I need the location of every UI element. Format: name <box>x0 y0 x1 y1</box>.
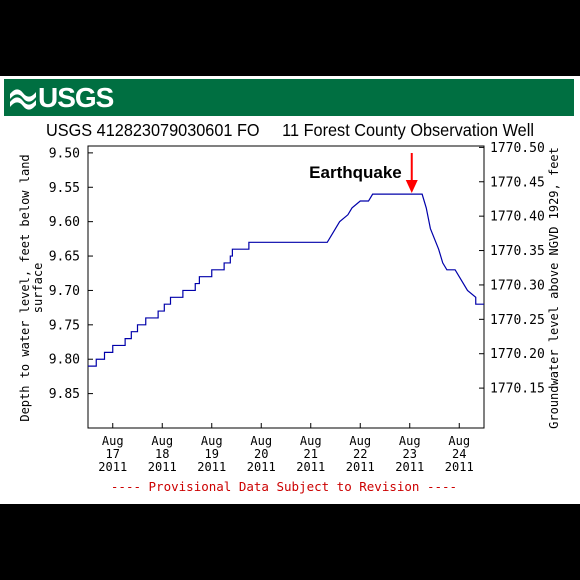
x-tick-year: 2011 <box>296 460 325 474</box>
left-tick-label: 9.50 <box>49 146 80 161</box>
x-tick-month: Aug <box>102 434 124 448</box>
x-tick-day: 20 <box>254 447 268 461</box>
right-tick-label: 1770.25 <box>490 313 545 328</box>
left-axis-label-line2: surface <box>31 263 45 314</box>
right-tick-label: 1770.15 <box>490 382 545 397</box>
left-axis-label: Depth to water level, feet below land sur… <box>18 154 45 421</box>
earthquake-annotation: Earthquake <box>309 163 402 182</box>
x-tick-month: Aug <box>349 434 371 448</box>
right-tick-label: 1770.20 <box>490 347 545 362</box>
x-tick-year: 2011 <box>148 460 177 474</box>
x-tick-month: Aug <box>250 434 272 448</box>
x-tick-year: 2011 <box>98 460 127 474</box>
x-tick-year: 2011 <box>445 460 474 474</box>
x-tick-month: Aug <box>399 434 421 448</box>
usgs-wave-icon <box>10 89 36 110</box>
chart-title: USGS 412823079030601 FO 11 Forest County… <box>46 120 534 140</box>
x-tick-day: 17 <box>106 447 120 461</box>
x-tick-day: 23 <box>403 447 417 461</box>
x-tick-year: 2011 <box>247 460 276 474</box>
x-tick-month: Aug <box>300 434 322 448</box>
right-tick-label: 1770.45 <box>490 175 545 190</box>
x-tick-day: 22 <box>353 447 367 461</box>
series-line <box>88 193 484 367</box>
x-tick-day: 19 <box>205 447 219 461</box>
left-tick-label: 9.85 <box>49 387 80 402</box>
x-tick-month: Aug <box>201 434 223 448</box>
right-tick-label: 1770.30 <box>490 278 545 293</box>
usgs-banner: USGS <box>4 79 574 116</box>
x-tick-month: Aug <box>448 434 470 448</box>
right-tick-label: 1770.50 <box>490 141 545 156</box>
provisional-data-note: ---- Provisional Data Subject to Revisio… <box>111 479 457 494</box>
right-tick-label: 1770.35 <box>490 244 545 259</box>
left-tick-label: 9.60 <box>49 215 80 230</box>
x-tick-year: 2011 <box>197 460 226 474</box>
left-tick-label: 9.70 <box>49 284 80 299</box>
left-tick-label: 9.75 <box>49 318 80 333</box>
left-tick-label: 9.55 <box>49 181 80 196</box>
x-tick-year: 2011 <box>395 460 424 474</box>
x-tick-year: 2011 <box>346 460 375 474</box>
left-axis-label-line1: Depth to water level, feet below land <box>18 154 32 421</box>
x-tick-month: Aug <box>151 434 173 448</box>
x-tick-day: 24 <box>452 447 466 461</box>
x-tick-day: 21 <box>304 447 318 461</box>
left-tick-label: 9.80 <box>49 353 80 368</box>
right-axis-label: Groundwater level above NGVD 1929, feet <box>547 147 561 429</box>
right-tick-label: 1770.40 <box>490 210 545 225</box>
usgs-logo-text: USGS <box>38 82 114 113</box>
plot-frame <box>87 145 485 429</box>
left-tick-label: 9.65 <box>49 250 80 265</box>
earthquake-arrow-head <box>405 180 418 193</box>
usgs-logo: USGS <box>10 82 114 114</box>
x-tick-day: 18 <box>155 447 169 461</box>
